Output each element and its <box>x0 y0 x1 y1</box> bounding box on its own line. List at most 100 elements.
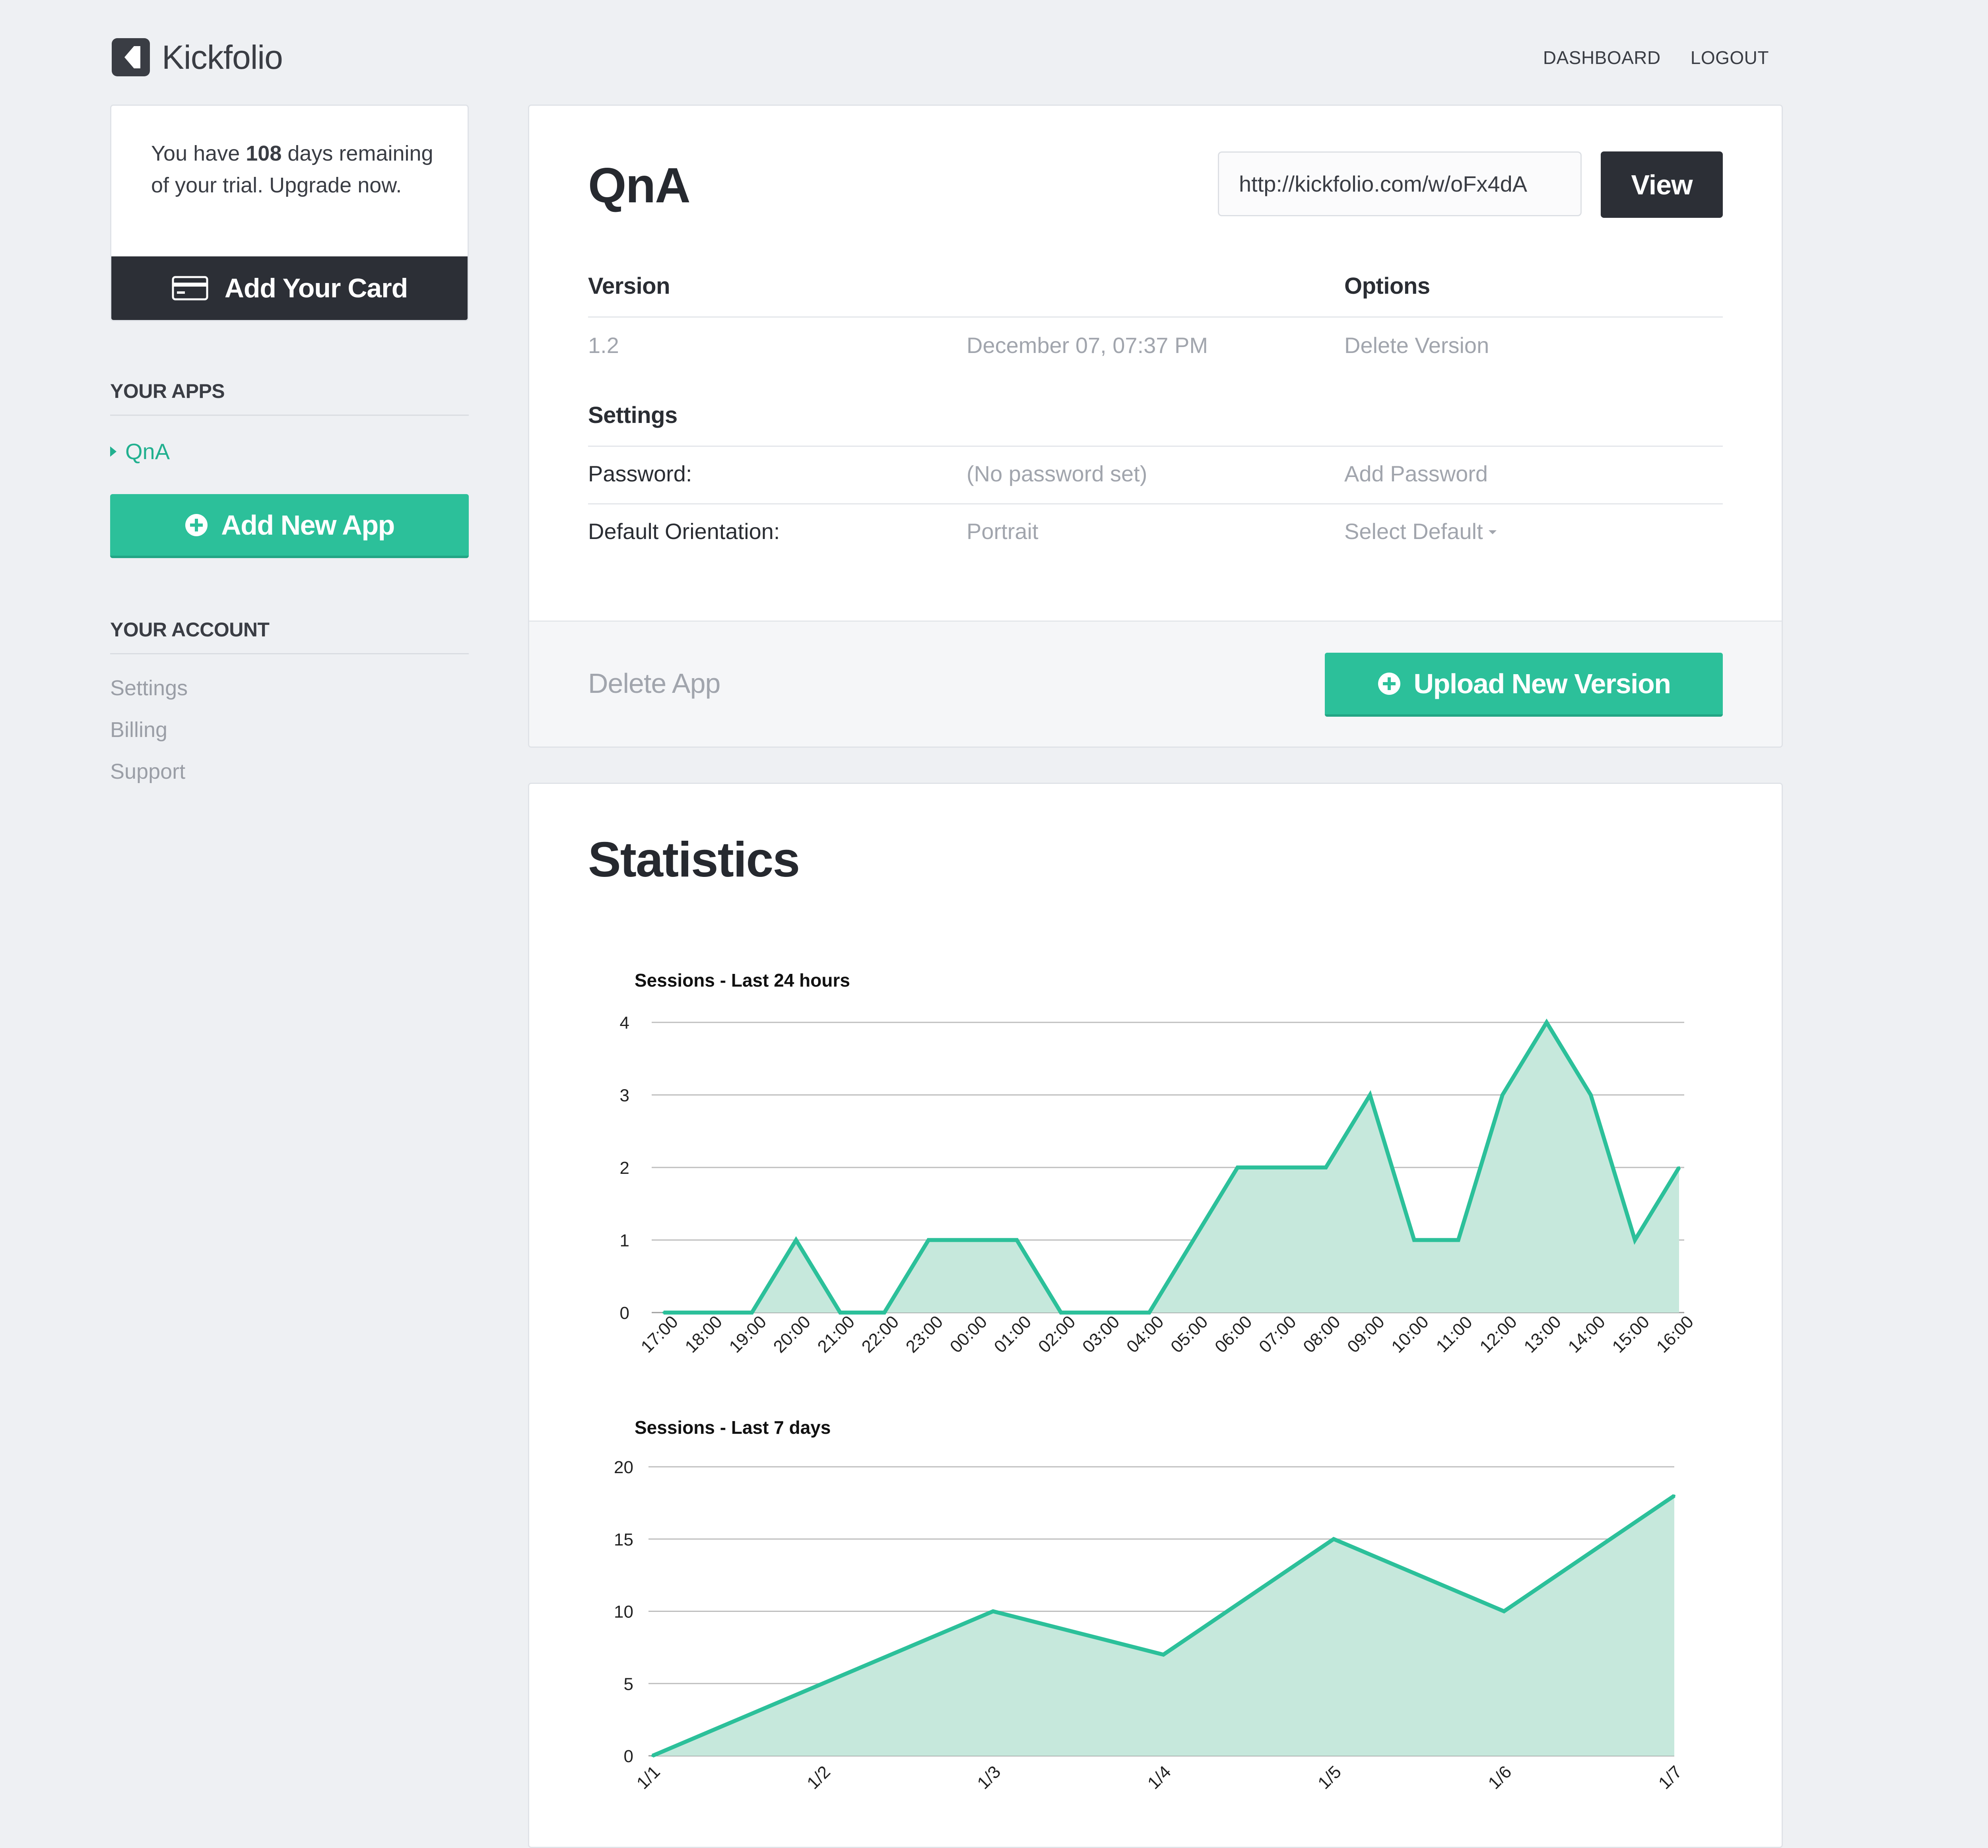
x-tick-label: 20:00 <box>770 1312 815 1357</box>
x-tick-label: 05:00 <box>1167 1312 1212 1357</box>
data-point <box>1545 1021 1548 1024</box>
data-point <box>1104 1311 1107 1314</box>
brand-logo[interactable]: Kickfolio <box>110 37 283 78</box>
view-button[interactable]: View <box>1601 151 1723 218</box>
x-tick-label: 09:00 <box>1343 1312 1388 1357</box>
x-tick-label: 00:00 <box>946 1312 991 1357</box>
select-default-dropdown[interactable]: Select Default <box>1344 518 1497 544</box>
nav-dashboard-link[interactable]: DASHBOARD <box>1543 47 1661 68</box>
x-tick-label: 21:00 <box>814 1312 859 1357</box>
password-label: Password: <box>588 461 692 486</box>
trial-message: You have 108 days remaining of your tria… <box>151 138 437 201</box>
app-url-input[interactable] <box>1218 151 1582 216</box>
version-number: 1.2 <box>588 333 619 358</box>
add-new-app-label: Add New App <box>221 509 395 541</box>
top-nav: DASHBOARD LOGOUT <box>1543 47 1769 68</box>
app-card-footer: Delete App Upload New Version <box>529 621 1782 747</box>
options-column-heading: Options <box>1344 273 1430 299</box>
nav-logout-link[interactable]: LOGOUT <box>1690 47 1769 68</box>
trial-days: 108 <box>246 142 282 165</box>
data-point <box>883 1311 886 1314</box>
data-point <box>1678 1166 1680 1169</box>
data-point <box>1324 1166 1327 1169</box>
account-support-link[interactable]: Support <box>110 760 186 783</box>
data-point <box>1673 1494 1675 1497</box>
x-tick-label: 08:00 <box>1299 1312 1344 1357</box>
orientation-value: Portrait <box>967 519 1039 544</box>
data-point <box>1192 1239 1195 1241</box>
x-tick-label: 04:00 <box>1123 1312 1168 1357</box>
delete-version-link[interactable]: Delete Version <box>1344 333 1489 358</box>
x-tick-label: 02:00 <box>1035 1312 1079 1357</box>
data-point <box>1148 1311 1151 1314</box>
x-tick-label: 19:00 <box>726 1312 771 1357</box>
kickfolio-logo-icon <box>112 38 150 76</box>
x-tick-label: 06:00 <box>1211 1312 1256 1357</box>
add-card-button[interactable]: Add Your Card <box>111 256 468 320</box>
data-point <box>1503 1610 1505 1613</box>
y-tick-label: 10 <box>614 1602 633 1622</box>
data-point <box>1633 1239 1636 1241</box>
chart-1: Sessions - Last 7 days 0 5 10 15 20 1/1 1/2 1/3 1… <box>614 1417 1686 1793</box>
plus-circle-icon <box>185 514 208 536</box>
x-tick-label: 23:00 <box>902 1312 947 1357</box>
y-tick-label: 0 <box>620 1303 629 1323</box>
data-point <box>795 1239 798 1241</box>
data-point <box>662 1311 665 1314</box>
y-tick-label: 1 <box>620 1231 629 1251</box>
data-point <box>651 1755 654 1757</box>
data-point <box>839 1311 842 1314</box>
x-tick-label: 03:00 <box>1079 1312 1124 1357</box>
credit-card-icon <box>172 276 208 301</box>
add-password-link[interactable]: Add Password <box>1344 461 1488 486</box>
data-point <box>1501 1094 1504 1096</box>
x-tick-label: 10:00 <box>1388 1312 1433 1357</box>
x-tick-label: 16:00 <box>1652 1312 1697 1357</box>
x-tick-label: 1/1 <box>633 1762 664 1793</box>
x-tick-label: 1/5 <box>1314 1762 1345 1793</box>
divider <box>588 316 1723 318</box>
version-date: December 07, 07:37 PM <box>967 333 1208 358</box>
select-default-label: Select Default <box>1344 519 1483 544</box>
caret-right-icon <box>110 446 116 457</box>
data-point <box>1060 1311 1062 1314</box>
x-tick-label: 11:00 <box>1432 1313 1476 1356</box>
x-tick-label: 22:00 <box>858 1312 903 1357</box>
data-point <box>1457 1239 1460 1241</box>
x-tick-label: 1/2 <box>803 1762 834 1793</box>
trial-suffix[interactable]: days remaining of your trial. Upgrade no… <box>151 142 433 197</box>
y-tick-label: 0 <box>624 1747 633 1766</box>
data-point <box>927 1239 930 1241</box>
add-card-label: Add Your Card <box>224 273 408 303</box>
app-title: QnA <box>588 158 691 213</box>
x-tick-label: 1/6 <box>1484 1762 1515 1793</box>
add-new-app-button[interactable]: Add New App <box>110 494 469 558</box>
chart-title: Sessions - Last 24 hours <box>635 970 850 991</box>
sidebar-app-qna[interactable]: QnA <box>110 438 170 464</box>
divider <box>588 446 1723 447</box>
data-point <box>1369 1094 1371 1096</box>
account-settings-link[interactable]: Settings <box>110 676 188 700</box>
divider <box>588 503 1723 504</box>
chart-title: Sessions - Last 7 days <box>635 1417 831 1438</box>
data-point <box>1589 1094 1592 1096</box>
y-tick-label: 20 <box>614 1458 633 1477</box>
series-area <box>652 1495 1674 1756</box>
y-tick-label: 15 <box>614 1530 633 1549</box>
x-tick-label: 14:00 <box>1564 1312 1609 1357</box>
delete-app-link[interactable]: Delete App <box>588 668 720 699</box>
data-point <box>1162 1653 1165 1656</box>
data-point <box>992 1610 994 1613</box>
upload-new-version-button[interactable]: Upload New Version <box>1325 653 1723 717</box>
orientation-label: Default Orientation: <box>588 519 780 544</box>
data-point <box>1280 1166 1283 1169</box>
trial-card: You have 108 days remaining of your tria… <box>110 105 469 321</box>
statistics-title: Statistics <box>588 832 800 887</box>
x-tick-label: 17:00 <box>637 1312 682 1357</box>
settings-heading: Settings <box>588 402 678 428</box>
y-tick-label: 3 <box>620 1086 629 1105</box>
chart-0: Sessions - Last 24 hours0123417:0018:001… <box>620 970 1697 1357</box>
data-point <box>1015 1239 1018 1241</box>
account-billing-link[interactable]: Billing <box>110 718 168 742</box>
